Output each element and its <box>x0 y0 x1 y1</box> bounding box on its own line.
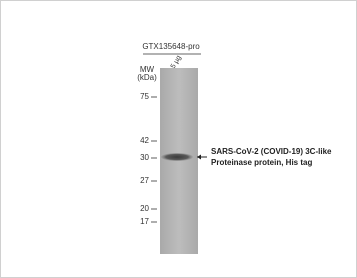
gel-lane <box>160 68 198 254</box>
marker-label: 42 <box>140 136 149 145</box>
antibody-label: GTX135648-pro <box>142 42 200 51</box>
marker-label: 17 <box>140 217 149 226</box>
protein-band <box>161 153 193 161</box>
marker-label: 20 <box>140 204 149 213</box>
marker-label: 75 <box>140 92 149 101</box>
marker-label: 27 <box>140 176 149 185</box>
mw-unit: (kDa) <box>137 73 157 82</box>
annotation-line: SARS-CoV-2 (COVID-19) 3C-like <box>211 147 332 156</box>
marker-label: 30 <box>140 153 149 162</box>
blot-figure: GTX135648-pro 5 µg MW (kDa) 754230272017… <box>0 0 357 278</box>
annotation-line: Proteinase protein, His tag <box>211 158 312 167</box>
page: GTX135648-pro 5 µg MW (kDa) 754230272017… <box>0 0 357 278</box>
